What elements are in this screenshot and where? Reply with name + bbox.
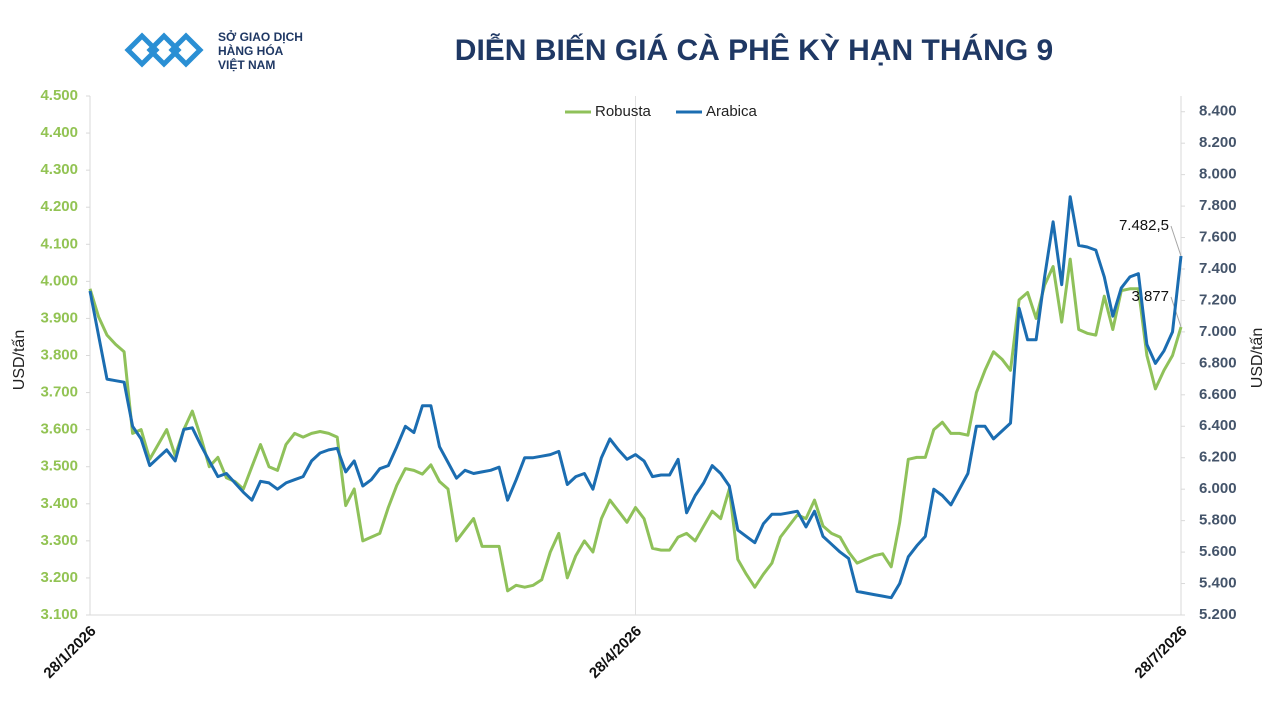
y-tick-label: 3.900 [40, 309, 78, 326]
y2-tick-label: 5.400 [1199, 575, 1237, 592]
y-tick-label: 3.500 [40, 458, 78, 475]
y2-tick-label: 5.200 [1199, 606, 1237, 623]
logo-mark [146, 32, 182, 68]
y-tick-label: 3.700 [40, 384, 78, 401]
y2-tick-label: 8.200 [1199, 134, 1237, 151]
y-tick-label: 3.600 [40, 421, 78, 438]
y-tick-label: 3.400 [40, 495, 78, 512]
series-line [88, 195, 1183, 600]
logo-text: SỞ GIAO DỊCH [218, 29, 303, 44]
y2-tick-label: 6.400 [1199, 417, 1237, 434]
y2-tick-label: 5.600 [1199, 543, 1237, 560]
y-tick-label: 4.400 [40, 124, 78, 141]
y-tick-label: 4.500 [40, 87, 78, 104]
logo-text: VIỆT NAM [218, 57, 275, 72]
data-label: 3.877 [1131, 288, 1169, 305]
logo-text: HÀNG HÓA [218, 43, 284, 58]
y-tick-label: 3.100 [40, 606, 78, 623]
y-tick-label: 4.200 [40, 198, 78, 215]
y2-tick-label: 7.400 [1199, 260, 1237, 277]
y2-tick-label: 6.800 [1199, 354, 1237, 371]
y2-tick-label: 7.600 [1199, 229, 1237, 246]
y-tick-label: 4.000 [40, 272, 78, 289]
label-leader [1170, 225, 1182, 257]
x-tick-label: 28/4/2026 [586, 623, 645, 682]
legend-label: Arabica [706, 103, 758, 120]
y-tick-label: 3.300 [40, 532, 78, 549]
y-tick-label: 4.100 [40, 235, 78, 252]
y2-tick-label: 6.600 [1199, 386, 1237, 403]
legend-label: Robusta [595, 103, 652, 120]
y2-tick-label: 8.400 [1199, 103, 1237, 120]
y2-tick-label: 7.800 [1199, 197, 1237, 214]
logo [124, 32, 204, 68]
x-tick-label: 28/7/2026 [1131, 623, 1190, 682]
data-label: 7.482,5 [1119, 217, 1169, 234]
logo-mark [124, 32, 160, 68]
y-tick-label: 3.800 [40, 346, 78, 363]
y2-tick-label: 5.800 [1199, 512, 1237, 529]
series-line [88, 257, 1183, 593]
y2-tick-label: 6.200 [1199, 449, 1237, 466]
y2-tick-label: 7.200 [1199, 291, 1237, 308]
y-axis-label: USD/tấn [11, 330, 28, 390]
chart-title: DIỄN BIẾN GIÁ CÀ PHÊ KỲ HẠN THÁNG 9 [455, 33, 1053, 67]
x-tick-label: 28/1/2026 [40, 623, 99, 682]
logo-mark [168, 32, 204, 68]
y-tick-label: 4.300 [40, 161, 78, 178]
y2-tick-label: 8.000 [1199, 166, 1237, 183]
y2-tick-label: 7.000 [1199, 323, 1237, 340]
y2-tick-label: 6.000 [1199, 480, 1237, 497]
y-tick-label: 3.200 [40, 569, 78, 586]
y2-axis-label: USD/tấn [1249, 328, 1266, 388]
